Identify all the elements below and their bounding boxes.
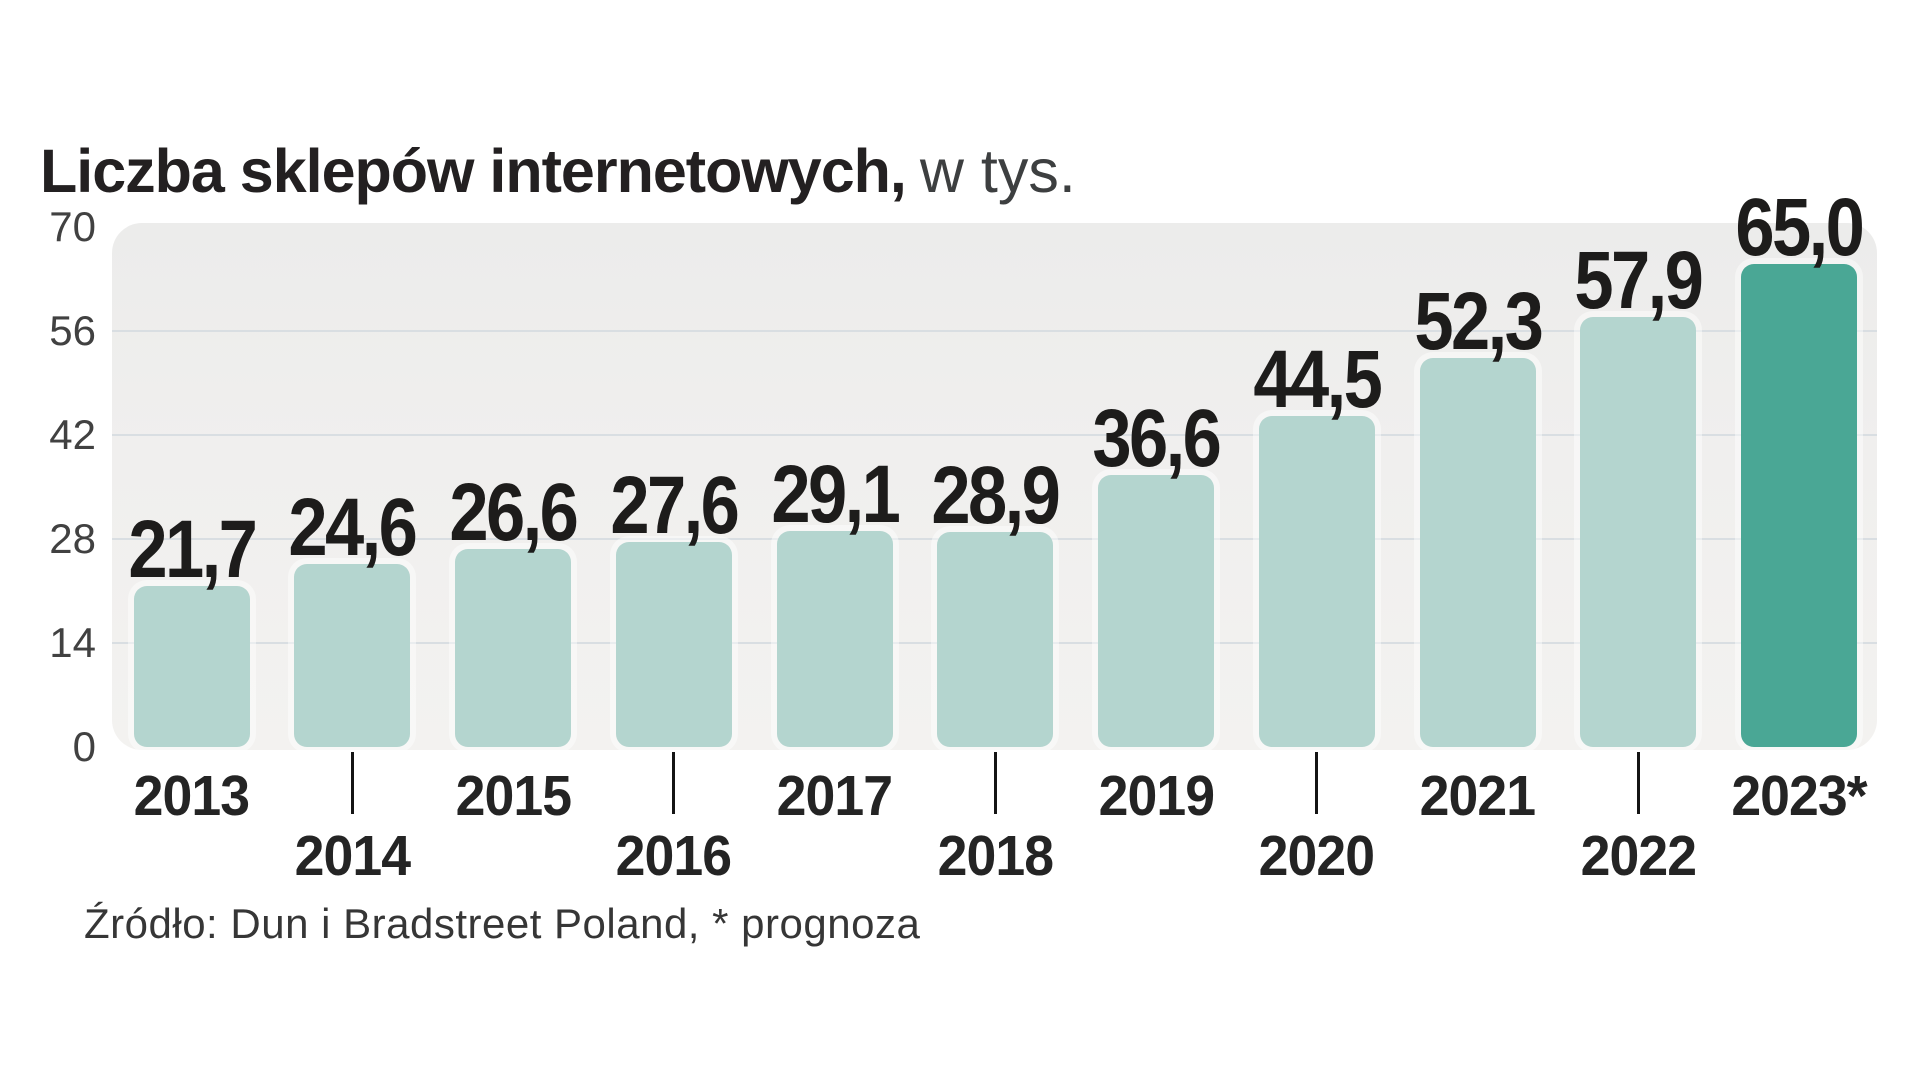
bar-value-label: 29,1 [771,448,901,540]
bar [1258,416,1375,747]
bar [294,564,411,747]
bar-value-label: 65,0 [1735,182,1866,274]
gridline [112,434,1877,436]
bar [1098,475,1214,747]
y-axis-label: 28 [49,515,96,562]
bar [1580,316,1697,747]
bar-value-label: 52,3 [1414,276,1544,368]
bar [615,541,732,747]
x-tick-mark [350,752,354,814]
y-axis-label: 42 [49,411,96,458]
x-axis-label: 2016 [616,824,732,888]
bar-value-label: 27,6 [610,459,740,551]
bar [1419,358,1536,747]
y-axis-label: 14 [49,619,96,666]
bar-value-label: 26,6 [449,467,580,559]
x-tick-mark [1315,752,1319,814]
bar-value-label: 24,6 [288,482,419,574]
bar-value-label: 21,7 [128,503,258,595]
x-axis-label: 2014 [294,824,411,888]
bar [776,530,893,747]
x-axis-label: 2013 [133,764,250,828]
chart-title-bold: Liczba sklepów internetowych, [40,137,907,205]
x-tick-mark [672,752,676,814]
x-axis-label: 2018 [937,824,1054,888]
x-tick-mark [993,752,997,814]
source-note: Źródło: Dun i Bradstreet Poland, * progn… [84,900,921,947]
bar-forecast [1741,264,1857,747]
bar-value-label: 36,6 [1092,393,1223,485]
x-tick-mark [1636,752,1640,814]
y-axis-label: 0 [72,723,96,770]
chart-title: Liczba sklepów internetowych, w tys. [40,138,1076,204]
x-axis-label: 2017 [776,764,893,828]
x-axis-label: 2015 [455,764,571,828]
x-axis-label: 2020 [1259,824,1375,888]
y-axis-label: 56 [49,307,96,354]
x-axis-label: 2021 [1419,764,1536,828]
x-axis-label: 2019 [1098,764,1214,828]
y-axis-label: 70 [49,203,96,250]
bar-value-label: 57,9 [1574,234,1705,326]
bar [937,532,1054,747]
x-axis-label: 2023* [1731,764,1867,828]
gridline [112,330,1877,332]
bar [455,549,571,747]
bar-value-label: 44,5 [1253,334,1383,426]
bar-value-label: 28,9 [931,450,1062,542]
chart-title-units: w tys. [919,137,1076,205]
bar [133,585,250,747]
x-axis-label: 2022 [1580,824,1697,888]
